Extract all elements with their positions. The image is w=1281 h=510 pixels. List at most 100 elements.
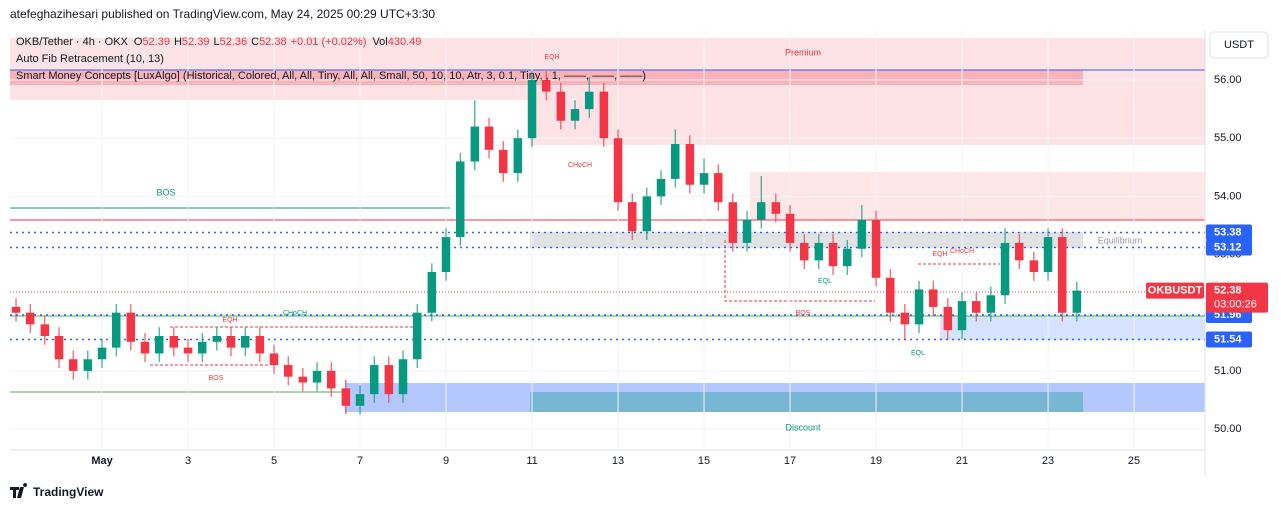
x-tick-label: 7 [357, 455, 363, 467]
bos-line [724, 240, 875, 302]
candle-body [25, 312, 35, 325]
volume: 430.49 [388, 36, 422, 48]
indicator: Auto Fib Retracement (10, 13) [16, 53, 164, 65]
legend-line: OKB/Tether · 4h · OKX O52.39 H52.39 L52.36 C… [16, 36, 421, 48]
candle-body [971, 301, 981, 313]
indicator: Smart Money Concepts [LuxAlgo] (Historic… [16, 70, 646, 82]
candle-body [326, 370, 336, 389]
annotation: BOS [796, 310, 811, 317]
candle-body [527, 80, 537, 139]
candle-body [226, 335, 236, 348]
candle-body [513, 138, 523, 174]
discount-block [530, 392, 1083, 412]
demand-block [940, 316, 1205, 340]
y-tick-label: 54.00 [1214, 190, 1242, 202]
candle-body [814, 242, 824, 261]
annotation: EQH [932, 251, 947, 258]
annotation: CHoCH [950, 248, 974, 255]
y-tick-label: 50.00 [1214, 423, 1242, 435]
candle-body [928, 289, 938, 307]
last-price-bg [1206, 282, 1268, 313]
candle-body [570, 109, 580, 121]
annotation: BOS [156, 187, 175, 197]
symbol: OKB/Tether · 4h · OKX [16, 36, 129, 48]
structure-line [150, 326, 420, 366]
candle-body [699, 173, 709, 185]
symbol-label: OKBUSDT [1148, 285, 1203, 297]
candle-body [369, 365, 379, 395]
candle-body [842, 248, 852, 267]
candle-body [1000, 242, 1010, 296]
premium-zone [10, 38, 1205, 100]
candle-body [412, 312, 422, 360]
footer: TradingView [33, 485, 104, 499]
annotation: BOS [209, 375, 224, 382]
candle-body [599, 91, 609, 139]
candle-body [713, 173, 723, 203]
equilibrium-zone [530, 232, 1083, 248]
x-tick-label: 5 [271, 455, 277, 467]
candle-body [154, 335, 164, 354]
candle-body [556, 91, 566, 121]
y-tick-label: 51.00 [1214, 365, 1242, 377]
annotation: CHoCH [283, 310, 307, 317]
candle-body [484, 126, 494, 150]
ohlc-value: 52.39 [182, 36, 210, 48]
candle-body [642, 196, 652, 232]
currency[interactable]: USDT [1224, 39, 1254, 51]
candle-body [1072, 290, 1082, 313]
candle-body [68, 359, 78, 371]
candle-body [799, 242, 809, 261]
y-tick-label: 56.00 [1214, 74, 1242, 86]
candle-body [398, 359, 408, 395]
candles [11, 71, 1082, 415]
price-label: 51.54 [1214, 333, 1242, 345]
candle-body [455, 161, 465, 238]
candle-body [111, 312, 121, 348]
x-tick-label: 13 [612, 455, 624, 467]
currency-button[interactable] [1209, 31, 1269, 59]
ohlc-value: 52.36 [220, 36, 248, 48]
price-label: 53.12 [1214, 241, 1242, 253]
annotation: EQH [222, 317, 237, 324]
candle-body [584, 91, 594, 110]
candle-body [255, 335, 265, 354]
annotation: EQL [818, 278, 832, 285]
x-tick-label: 25 [1128, 455, 1140, 467]
symbol-label-bg [1146, 282, 1204, 299]
order-block [530, 100, 1205, 145]
volume-label: Vol [372, 36, 387, 48]
candle-body [169, 335, 179, 348]
candle-body [427, 271, 437, 313]
published-line: atefeghazihesari published on TradingVie… [10, 7, 435, 21]
candle-body [627, 202, 637, 232]
annotation: CHoCH [568, 162, 592, 169]
candle-body [771, 202, 781, 214]
candle-body [656, 178, 666, 197]
candle-body [283, 365, 293, 377]
candle-body [914, 289, 924, 325]
ohlc-value: 52.39 [142, 36, 170, 48]
candle-body [1029, 260, 1039, 272]
candle-body [269, 353, 279, 366]
change: +0.01 (+0.02%) [291, 36, 367, 48]
x-tick-label: May [91, 455, 113, 467]
candle-body [728, 202, 738, 243]
candle-body [183, 347, 193, 354]
ohlc-label: H [174, 36, 182, 48]
logo [10, 483, 28, 498]
annotation: Equilibrium [1098, 235, 1143, 245]
candle-body [126, 312, 136, 342]
candle-body [384, 365, 394, 395]
candle-body [828, 242, 838, 267]
candle-body [957, 301, 967, 331]
candle-body [1043, 237, 1053, 272]
candle-body [140, 341, 150, 354]
candle-body [541, 80, 551, 92]
price-label: 53.38 [1214, 226, 1242, 238]
candle-body [11, 306, 21, 313]
ohlc-label: L [213, 36, 219, 48]
candle-body [986, 295, 996, 313]
price-label-bg [1206, 224, 1252, 241]
